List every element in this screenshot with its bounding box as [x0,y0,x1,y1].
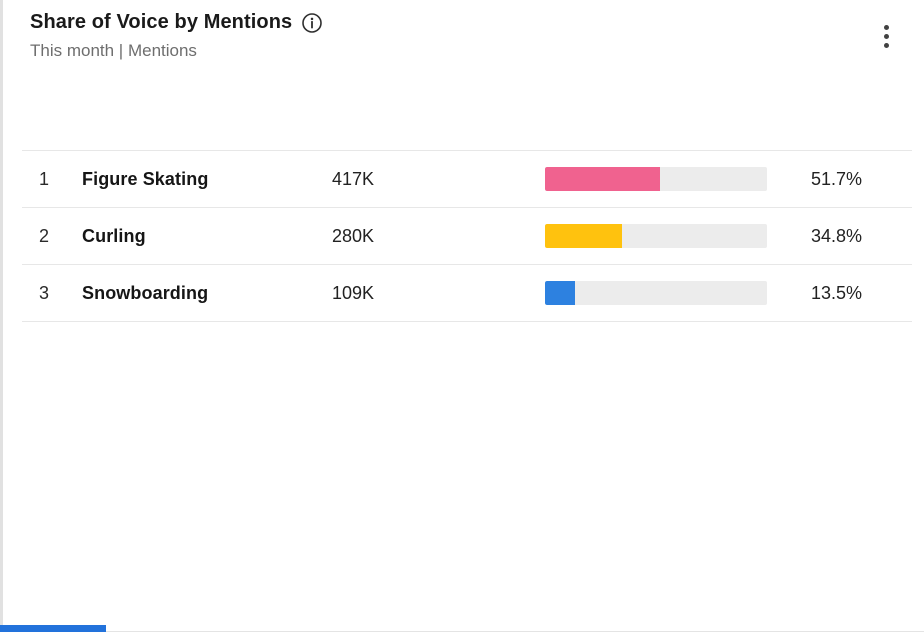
share-bar-track [545,224,767,248]
widget-subtitle: This month | Mentions [30,41,197,60]
topic-name[interactable]: Figure Skating [82,168,209,189]
widget-header: Share of Voice by Mentions This month | … [30,9,854,61]
table-row[interactable]: 3 Snowboarding 109K 13.5% [22,265,912,322]
kebab-menu-icon [883,24,889,30]
card-left-border [0,0,3,632]
widget-title-row: Share of Voice by Mentions [30,9,854,35]
mentions-value: 109K [332,282,375,303]
rank-label: 2 [39,225,50,246]
share-percent: 51.7% [810,168,862,189]
kebab-menu-button[interactable] [877,21,895,51]
widget-title: Share of Voice by Mentions [30,11,293,33]
table-row[interactable]: 2 Curling 280K 34.8% [22,208,912,265]
sov-table: 1 Figure Skating 417K 51.7% 2 Curling 28… [22,150,912,322]
topic-name[interactable]: Curling [82,225,146,246]
share-bar-track [545,281,767,305]
mentions-value: 417K [332,168,375,189]
info-icon[interactable] [301,12,323,34]
share-percent: 13.5% [810,282,862,303]
share-bar-track [545,167,767,191]
share-bar-fill [545,167,660,191]
table-row[interactable]: 1 Figure Skating 417K 51.7% [22,151,912,208]
share-bar-fill [545,281,575,305]
share-percent: 34.8% [810,225,862,246]
share-bar-fill [545,224,623,248]
rank-label: 1 [39,168,50,189]
rank-label: 3 [39,282,50,303]
topic-name[interactable]: Snowboarding [82,282,209,303]
mentions-value: 280K [332,225,375,246]
horizontal-scrollbar-thumb[interactable] [0,625,106,632]
